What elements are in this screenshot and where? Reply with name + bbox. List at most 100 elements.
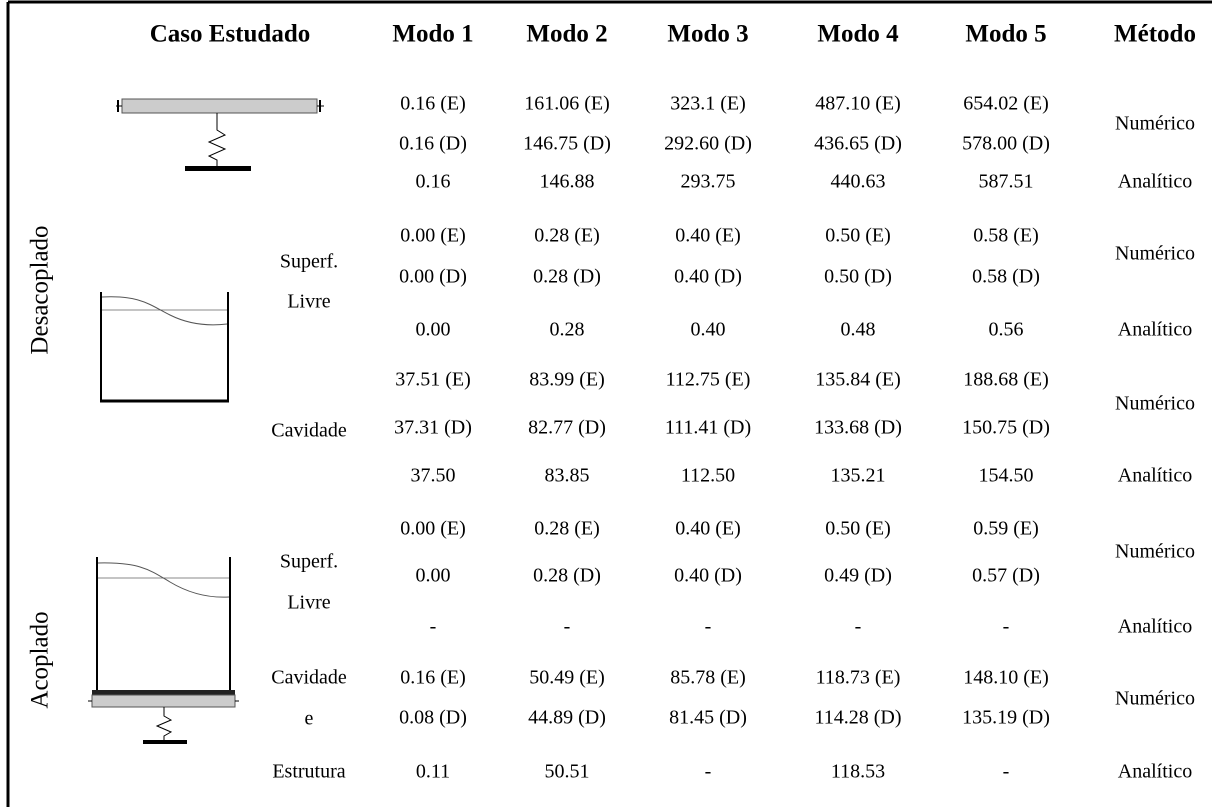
header-cell: Modo 4 (817, 21, 899, 48)
cell: 114.28 (D) (814, 707, 901, 729)
cell: 292.60 (D) (664, 133, 752, 155)
cell: 111.41 (D) (665, 417, 751, 439)
header-cell: Caso Estudado (150, 21, 310, 48)
cell: 0.16 (D) (399, 133, 467, 155)
cell: 0.28 (550, 319, 585, 341)
cell: - (564, 616, 571, 638)
coupled-tank-icon (88, 557, 239, 744)
group-label: Desacoplado (27, 225, 54, 354)
cell: 135.84 (E) (815, 369, 901, 391)
cell: 0.16 (E) (400, 667, 466, 689)
cell: 37.50 (411, 465, 456, 487)
header-cell: Modo 5 (965, 21, 1046, 48)
method-label: Numérico (1115, 688, 1195, 710)
cell: 0.50 (D) (824, 266, 892, 288)
cell: 293.75 (681, 171, 736, 193)
cell: 578.00 (D) (962, 133, 1050, 155)
cell: 112.75 (E) (666, 369, 751, 391)
cell: 0.00 (E) (400, 518, 466, 540)
cell: 83.85 (545, 465, 590, 487)
cell: 0.50 (E) (825, 518, 891, 540)
cell: 37.31 (D) (394, 417, 472, 439)
cell: 146.88 (540, 171, 595, 193)
cell: 436.65 (D) (814, 133, 902, 155)
cell: - (1003, 761, 1010, 783)
cell: 150.75 (D) (962, 417, 1050, 439)
cell: 0.16 (E) (400, 93, 466, 115)
cell: 44.89 (D) (528, 707, 606, 729)
method-label: Analítico (1118, 319, 1192, 341)
cell: 146.75 (D) (523, 133, 611, 155)
cell: 0.00 (E) (400, 225, 466, 247)
cell: - (430, 616, 437, 638)
cell: 0.40 (E) (675, 518, 741, 540)
cell: 0.00 (416, 565, 451, 587)
cell: 135.19 (D) (962, 707, 1050, 729)
cell: 148.10 (E) (963, 667, 1049, 689)
cell: 154.50 (979, 465, 1034, 487)
cell: 161.06 (E) (524, 93, 610, 115)
header-cell: Método (1114, 21, 1196, 48)
cell: 0.48 (841, 319, 876, 341)
case-label: Estrutura (272, 761, 345, 783)
method-label: Analítico (1118, 171, 1192, 193)
cell: 0.28 (E) (534, 518, 600, 540)
beam-spring-icon (116, 98, 324, 171)
cell: 133.68 (D) (814, 417, 902, 439)
cell: 0.56 (989, 319, 1024, 341)
method-label: Numérico (1115, 243, 1195, 265)
cell: 0.16 (416, 171, 451, 193)
cell: 0.00 (D) (399, 266, 467, 288)
method-label: Analítico (1118, 761, 1192, 783)
cell: 0.11 (416, 761, 450, 783)
cell: 50.51 (545, 761, 590, 783)
cell: 118.73 (E) (816, 667, 901, 689)
cell: 0.40 (691, 319, 726, 341)
cell: 81.45 (D) (669, 707, 747, 729)
cell: 487.10 (E) (815, 93, 901, 115)
method-label: Analítico (1118, 616, 1192, 638)
cell: 0.57 (D) (972, 565, 1040, 587)
case-label: Superf. (280, 551, 338, 573)
cell: - (705, 616, 712, 638)
cell: - (1003, 616, 1010, 638)
header-cell: Modo 1 (392, 21, 473, 48)
cell: 0.49 (D) (824, 565, 892, 587)
cell: 50.49 (E) (529, 667, 605, 689)
cell: 654.02 (E) (963, 93, 1049, 115)
header-cell: Modo 2 (526, 21, 607, 48)
cell: 0.40 (D) (674, 565, 742, 587)
cell: 440.63 (831, 171, 886, 193)
header-cell: Modo 3 (667, 21, 748, 48)
method-label: Analítico (1118, 465, 1192, 487)
cell: 0.08 (D) (399, 707, 467, 729)
cell: 188.68 (E) (963, 369, 1049, 391)
method-label: Numérico (1115, 393, 1195, 415)
cell: 0.58 (D) (972, 266, 1040, 288)
cell: 37.51 (E) (395, 369, 471, 391)
cell: 0.28 (D) (533, 565, 601, 587)
cell: - (855, 616, 862, 638)
cell: 0.40 (E) (675, 225, 741, 247)
cell: 323.1 (E) (670, 93, 746, 115)
cell: 135.21 (831, 465, 886, 487)
cell: 112.50 (681, 465, 735, 487)
cell: 0.00 (416, 319, 451, 341)
cell: 118.53 (831, 761, 885, 783)
cell: 82.77 (D) (528, 417, 606, 439)
case-label: Livre (287, 592, 330, 614)
method-label: Numérico (1115, 541, 1195, 563)
tank-icon (100, 292, 229, 403)
cell: 0.28 (D) (533, 266, 601, 288)
cell: 0.59 (E) (973, 518, 1039, 540)
cell: 0.50 (E) (825, 225, 891, 247)
cell: 83.99 (E) (529, 369, 605, 391)
case-label: Livre (287, 291, 330, 313)
cell: - (705, 761, 712, 783)
group-label: Acoplado (27, 611, 54, 708)
cell: 0.58 (E) (973, 225, 1039, 247)
case-label: Cavidade (271, 420, 347, 442)
